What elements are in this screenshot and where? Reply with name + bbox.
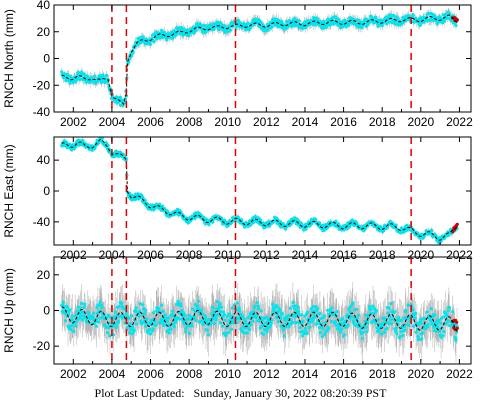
plot-updated-footer: Plot Last Updated: Sunday, January 30, 2… — [0, 386, 481, 401]
north-xtick-label: 2012 — [253, 115, 280, 129]
north-xtick-label: 2008 — [176, 115, 203, 129]
up-plot-area — [60, 281, 459, 363]
east-model-curve — [61, 138, 458, 241]
north-xtick-label: 2016 — [330, 115, 357, 129]
north-ylabel: RNCH North (mm) — [2, 9, 16, 108]
north-xtick-label: 2004 — [99, 115, 126, 129]
footer-timestamp: Sunday, January 30, 2022 08:20:39 PST — [193, 386, 387, 400]
east-xtick-label: 2006 — [137, 248, 164, 262]
up-xtick-label: 2022 — [446, 367, 473, 381]
up-xtick-label: 2010 — [214, 367, 241, 381]
up-xtick-label: 2020 — [407, 367, 434, 381]
east-xtick-label: 2014 — [292, 248, 319, 262]
up-xtick-label: 2006 — [137, 367, 164, 381]
east-xtick-label: 2022 — [446, 248, 473, 262]
north-observed-points — [60, 10, 459, 108]
up-panel: 2002 2004 2006 2008 2010 2012 2014 2016 2018 2020… — [2, 256, 473, 381]
east-xtick-label: 2016 — [330, 248, 357, 262]
north-model-curve — [61, 14, 458, 106]
east-xtick-label: 2010 — [214, 248, 241, 262]
east-plot-area — [60, 137, 459, 245]
east-xtick-label: 2002 — [60, 248, 87, 262]
north-xtick-label: 2010 — [214, 115, 241, 129]
north-ytick-label: -40 — [33, 105, 51, 119]
east-xtick-label: 2012 — [253, 248, 280, 262]
east-panel: 2002 2004 2006 2008 2010 2012 2014 2016 2018 2020… — [2, 136, 473, 262]
up-ytick-label: 20 — [37, 268, 51, 282]
north-xtick-label: 2022 — [446, 115, 473, 129]
north-xtick-label: 2014 — [292, 115, 319, 129]
up-xtick-label: 2018 — [369, 367, 396, 381]
east-ylabel: RNCH East (mm) — [2, 144, 16, 237]
up-xtick-label: 2004 — [99, 367, 126, 381]
up-xtick-label: 2012 — [253, 367, 280, 381]
north-panel: 2002 2004 2006 2008 2010 2012 2014 2016 2018 2020… — [2, 0, 473, 129]
up-xtick-label: 2014 — [292, 367, 319, 381]
north-ytick-label: 0 — [43, 52, 50, 66]
east-xtick-label: 2018 — [369, 248, 396, 262]
east-xtick-label: 2008 — [176, 248, 203, 262]
north-ytick-label: 40 — [37, 0, 51, 12]
up-ytick-label: -20 — [33, 339, 51, 353]
north-xtick-label: 2002 — [60, 115, 87, 129]
east-ytick-label: 40 — [37, 153, 51, 167]
north-xtick-label: 2006 — [137, 115, 164, 129]
east-recent-points — [451, 222, 459, 234]
up-ytick-label: 0 — [43, 304, 50, 318]
up-ylabel: RNCH Up (mm) — [2, 268, 16, 353]
up-xtick-label: 2016 — [330, 367, 357, 381]
up-xtick-label: 2002 — [60, 367, 87, 381]
north-xtick-label: 2018 — [369, 115, 396, 129]
east-ytick-label: -40 — [33, 215, 51, 229]
east-xtick-label: 2004 — [99, 248, 126, 262]
east-xtick-label: 2020 — [407, 248, 434, 262]
up-xtick-label: 2008 — [176, 367, 203, 381]
footer-label: Plot Last Updated: — [94, 386, 185, 400]
east-observed-points — [60, 137, 459, 244]
north-plot-area — [60, 8, 459, 110]
east-ytick-label: 0 — [43, 184, 50, 198]
north-xtick-label: 2020 — [407, 115, 434, 129]
north-ytick-label: 20 — [37, 25, 51, 39]
up-model-curve — [61, 306, 458, 332]
north-ytick-label: -20 — [33, 78, 51, 92]
